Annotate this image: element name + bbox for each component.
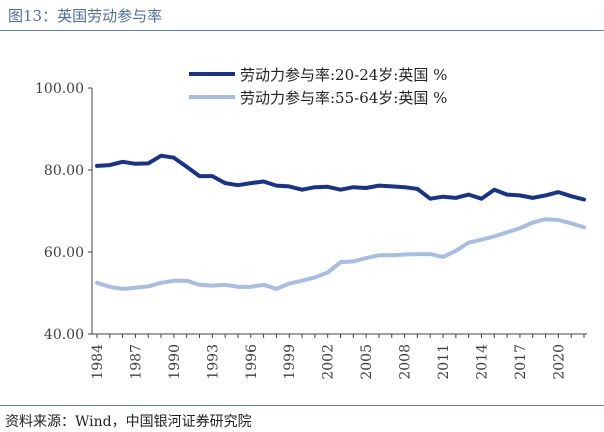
y-tick-label: 100.00 (35, 81, 84, 97)
x-axis-ticks: 1984 1987 1990 1993 1996 1999 2002 2005 2008 2011… (90, 334, 585, 380)
y-tick-label: 60.00 (44, 245, 84, 261)
x-tick-label: 1996 (244, 344, 260, 380)
y-axis-ticks: 40.00 60.00 80.00 100.00 (35, 81, 92, 343)
source-note: 资料来源：Wind，中国银河证券研究院 (5, 414, 252, 430)
series-line-2 (95, 217, 586, 291)
x-tick-label: 2005 (359, 344, 375, 380)
legend-label-2: 劳动力参与率:55-64岁:英国 % (240, 89, 447, 107)
x-tick-label: 1984 (90, 344, 106, 380)
x-tick-label: 1987 (128, 344, 144, 380)
x-tick-label: 1993 (205, 344, 221, 380)
x-tick-label: 2002 (321, 344, 337, 380)
x-tick-label: 2011 (436, 344, 452, 380)
x-tick-label: 2017 (513, 344, 529, 380)
x-tick-label: 1990 (167, 344, 183, 380)
source-divider (0, 405, 604, 406)
y-tick-label: 80.00 (44, 163, 84, 179)
title-divider (0, 30, 604, 31)
x-tick-label: 2020 (551, 344, 567, 380)
chart-legend: 劳动力参与率:20-24岁:英国 % 劳动力参与率:55-64岁:英国 % (189, 66, 447, 107)
series-line-1 (95, 153, 586, 202)
legend-label-1: 劳动力参与率:20-24岁:英国 % (240, 66, 447, 84)
series-lines (95, 153, 586, 291)
x-tick-label: 2014 (474, 344, 490, 380)
chart-axes (91, 88, 587, 335)
figure-title: 图13：英国劳动参与率 (8, 7, 163, 25)
x-tick-label: 2008 (398, 344, 414, 380)
y-tick-label: 40.00 (44, 327, 84, 343)
x-tick-label: 1999 (282, 344, 298, 380)
